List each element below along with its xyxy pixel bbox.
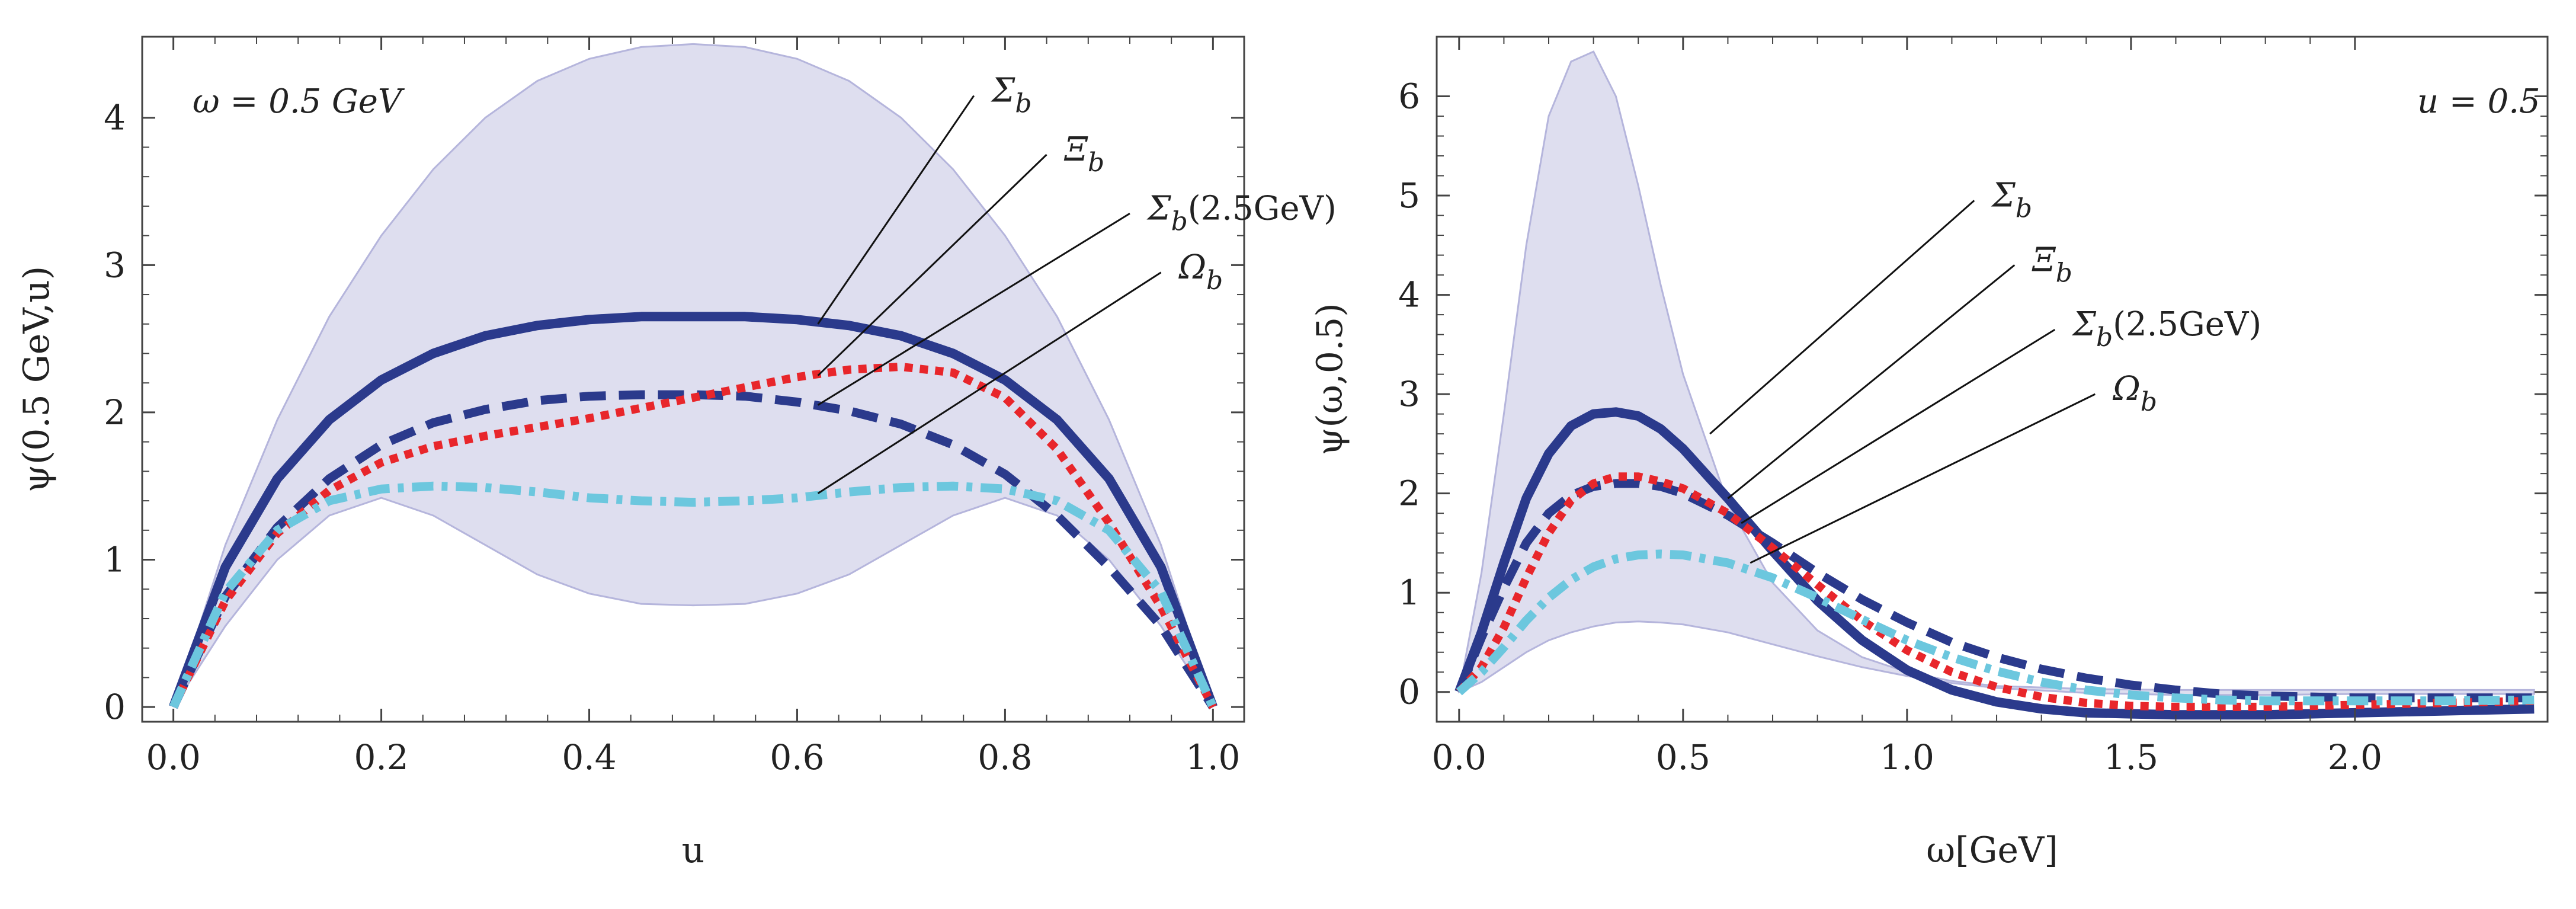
left-y-tick-label: 3 (104, 245, 126, 285)
right-label-leader-line (1709, 200, 1975, 435)
right-parameter-annotation: u = 0.5 (2417, 82, 2540, 121)
left-plot-frame (141, 36, 1245, 723)
right-y-tick-label: 6 (1398, 76, 1420, 117)
right-x-tick-label: 2.0 (2328, 737, 2382, 777)
left-x-axis-title: u (682, 830, 705, 871)
right-y-tick-label: 4 (1398, 275, 1420, 315)
left-series-line-sigma-b (169, 312, 1217, 709)
right-series-label: Σb (1991, 176, 2032, 223)
left-label-leader-line (817, 271, 1162, 494)
right-y-tick-label: 0 (1398, 672, 1420, 712)
right-x-axis-title: ω[GeV] (1926, 830, 2058, 871)
right-y-tick-label: 2 (1398, 473, 1420, 514)
left-series-line-xi-b (169, 390, 1217, 710)
right-y-tick-label: 5 (1398, 175, 1420, 216)
left-parameter-annotation: ω = 0.5 GeV (193, 82, 405, 121)
left-chart-panel: 0.0 0.2 0.4 0.6 0.8 1.0 0 1 2 3 4 u ψ(0.5 GeV,u) ω = … (16, 36, 1337, 871)
left-label-leader-line (817, 213, 1130, 406)
right-series-label: Ξb (2032, 241, 2072, 288)
left-y-tick-label: 1 (104, 540, 126, 580)
left-series-label: Σb(2.5GeV) (1146, 189, 1337, 236)
left-label-leader-line (817, 153, 1047, 376)
right-plot-frame (1436, 36, 2549, 723)
right-label-leader-line (1750, 393, 2096, 564)
left-x-tick-label: 0.2 (354, 737, 408, 777)
right-x-tick-label: 0.0 (1432, 737, 1486, 777)
right-x-tick-label: 1.5 (2104, 737, 2158, 777)
right-series-line-sigma-b-2p5gev (1456, 472, 2535, 711)
right-x-tick-label: 0.5 (1656, 737, 1710, 777)
right-series-line-omega-b (1456, 549, 2535, 706)
right-x-tick-label: 1.0 (1880, 737, 1934, 777)
left-y-tick-label: 4 (104, 98, 126, 138)
right-y-axis-title: ψ(ω,0.5) (1309, 303, 1351, 455)
right-uncertainty-band (1457, 50, 2535, 696)
left-series-line-omega-b (169, 481, 1217, 709)
left-x-tick-label: 0.0 (146, 737, 201, 777)
right-series-line-sigma-b (1454, 407, 2535, 720)
left-y-tick-label: 0 (104, 687, 126, 727)
left-y-tick-label: 2 (104, 392, 126, 433)
left-x-tick-label: 0.4 (562, 737, 616, 777)
left-series-label: Σb (991, 71, 1032, 119)
left-series-label: Ωb (1178, 248, 1223, 296)
left-y-axis-title: ψ(0.5 GeV,u) (16, 266, 57, 492)
right-chart-panel: 0.0 0.5 1.0 1.5 2.0 0 1 2 3 4 5 6 ω[GeV] ψ(ω,0.5) u = … (1309, 36, 2549, 871)
left-series-label: Ξb (1064, 130, 1105, 178)
left-series-line-sigma-b-2p5gev (169, 362, 1217, 709)
left-x-tick-label: 0.6 (770, 737, 824, 777)
left-x-tick-label: 1.0 (1186, 737, 1240, 777)
right-y-tick-label: 3 (1398, 374, 1420, 414)
right-y-tick-label: 1 (1398, 572, 1420, 613)
left-uncertainty-band (172, 43, 1214, 708)
left-x-tick-label: 0.8 (978, 737, 1032, 777)
right-label-leader-line (1727, 264, 2016, 500)
right-label-leader-line (1741, 328, 2056, 524)
right-series-line-xi-b (1454, 479, 2535, 703)
right-series-label: Σb(2.5GeV) (2071, 305, 2261, 353)
right-series-label: Ωb (2112, 370, 2157, 417)
left-label-leader-line (817, 95, 975, 325)
